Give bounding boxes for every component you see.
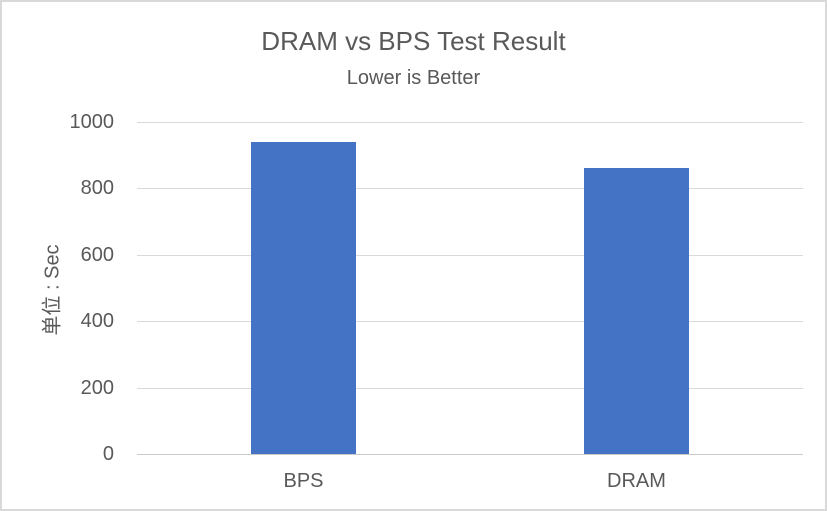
bar-dram bbox=[584, 168, 689, 454]
y-tick-label: 200 bbox=[80, 376, 114, 399]
category-label-bps: BPS bbox=[283, 470, 324, 492]
chart-subtitle: Lower is Better bbox=[346, 67, 481, 89]
chart-title: DRAM vs BPS Test Result bbox=[261, 26, 566, 56]
y-gridline bbox=[137, 387, 803, 389]
y-tick-label: 0 bbox=[102, 443, 114, 465]
x-axis-line bbox=[137, 454, 803, 455]
y-gridline bbox=[137, 122, 803, 123]
y-tick-label: 600 bbox=[80, 243, 114, 266]
category-label-dram: DRAM bbox=[607, 470, 666, 492]
y-gridline bbox=[137, 321, 803, 323]
y-tick-label: 400 bbox=[80, 310, 114, 333]
plot-area bbox=[137, 122, 803, 455]
y-tick-label: 1000 bbox=[69, 111, 115, 133]
y-gridline bbox=[137, 254, 803, 256]
y-gridline bbox=[137, 188, 803, 190]
bar-bps bbox=[251, 141, 356, 454]
y-tick-label: 800 bbox=[80, 177, 114, 200]
